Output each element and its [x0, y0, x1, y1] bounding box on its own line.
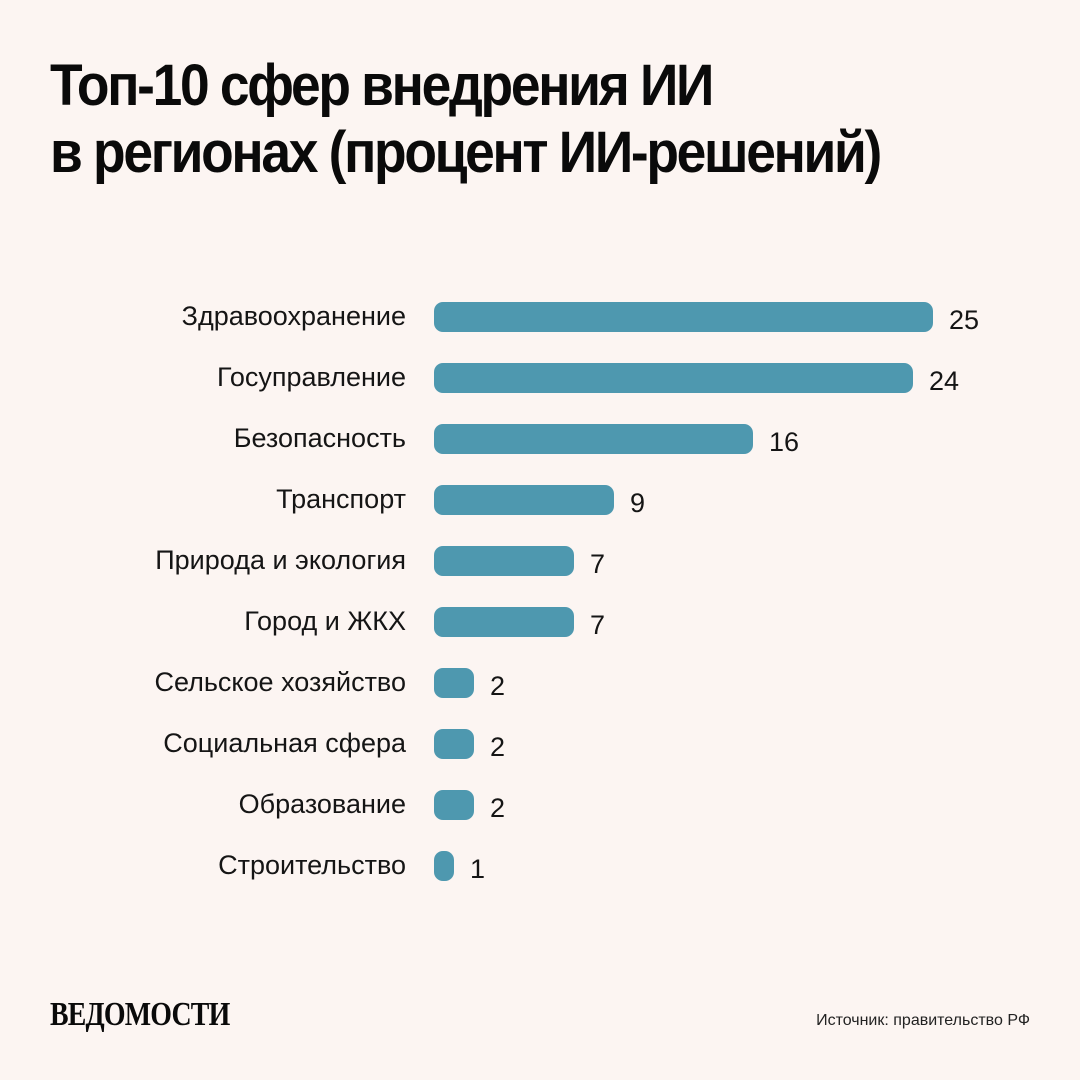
chart-title: Топ-10 сфер внедрения ИИ в регионах (про…: [50, 52, 970, 186]
source-note: Источник: правительство РФ: [816, 1012, 1030, 1029]
bar-row: Здравоохранение 25: [0, 301, 1080, 335]
bar: [434, 424, 753, 454]
bar: [434, 790, 474, 820]
value-label: 7: [590, 549, 606, 579]
category-label: Социальная сфера: [163, 728, 406, 758]
bar-row: Строительство 1: [0, 850, 1080, 884]
category-label: Транспорт: [276, 484, 406, 514]
bar-row: Сельское хозяйство 2: [0, 667, 1080, 701]
bar: [434, 363, 913, 393]
value-label: 25: [949, 305, 980, 335]
value-label: 2: [490, 793, 506, 823]
title-line-2: в регионах (процент ИИ-решений): [50, 120, 882, 185]
value-label: 1: [470, 854, 486, 884]
bar: [434, 546, 574, 576]
bar: [434, 851, 454, 881]
category-label: Природа и экология: [155, 545, 406, 575]
vedomosti-logo: ВЕДОМОСТИ: [50, 996, 230, 1033]
category-label: Строительство: [218, 850, 406, 880]
title-line-1: Топ-10 сфер внедрения ИИ: [50, 53, 714, 118]
value-label: 24: [929, 366, 960, 396]
bar: [434, 668, 474, 698]
value-label: 2: [490, 732, 506, 762]
category-label: Образование: [238, 789, 406, 819]
category-label: Госуправление: [217, 362, 406, 392]
category-label: Здравоохранение: [181, 301, 406, 331]
value-label: 9: [630, 488, 646, 518]
category-label: Сельское хозяйство: [154, 667, 406, 697]
bar-row: Транспорт 9: [0, 484, 1080, 518]
value-label: 16: [769, 427, 800, 457]
bar: [434, 607, 574, 637]
bar-row: Природа и экология 7: [0, 545, 1080, 579]
category-label: Безопасность: [233, 423, 406, 453]
bar-row: Социальная сфера 2: [0, 728, 1080, 762]
category-label: Город и ЖКХ: [244, 606, 406, 636]
value-label: 2: [490, 671, 506, 701]
bar-row: Город и ЖКХ 7: [0, 606, 1080, 640]
bar: [434, 302, 933, 332]
bar-row: Образование 2: [0, 789, 1080, 823]
bar: [434, 485, 614, 515]
bar-row: Безопасность 16: [0, 423, 1080, 457]
bar: [434, 729, 474, 759]
bar-row: Госуправление 24: [0, 362, 1080, 396]
value-label: 7: [590, 610, 606, 640]
